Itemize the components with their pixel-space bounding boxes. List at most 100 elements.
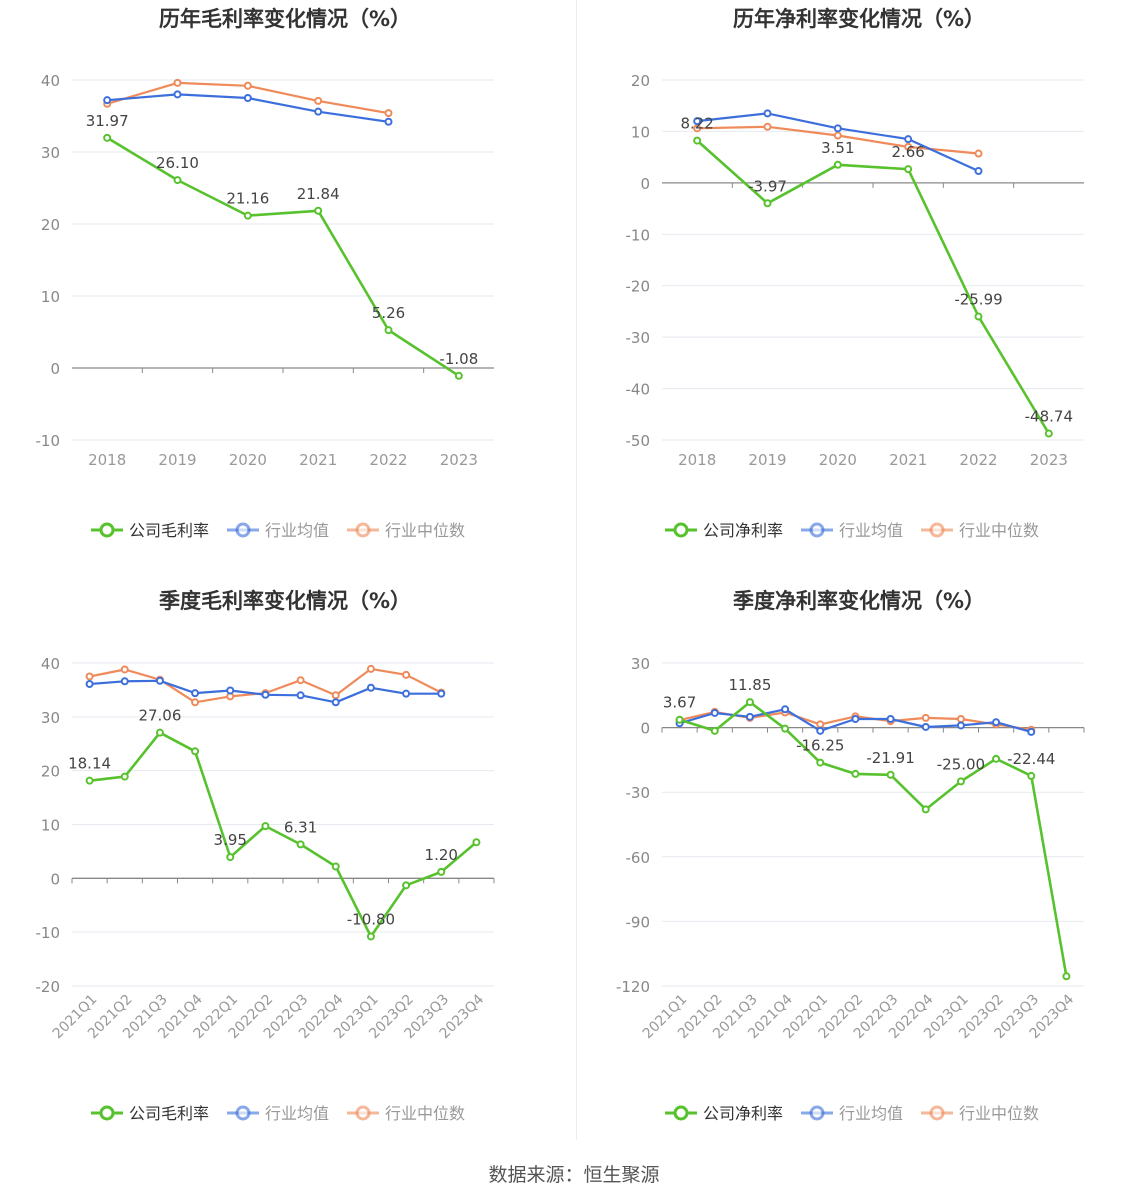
legend-item-avg[interactable]: 行业均值: [227, 521, 329, 540]
legend-item-avg[interactable]: 行业均值: [227, 1104, 329, 1123]
data-point-avg[interactable]: [120, 677, 129, 686]
data-point-median[interactable]: [921, 713, 930, 722]
data-point-median[interactable]: [974, 149, 983, 158]
data-point-company[interactable]: [191, 747, 200, 756]
data-point-median[interactable]: [85, 672, 94, 681]
legend-item-company[interactable]: 公司毛利率: [91, 521, 209, 540]
data-point-median[interactable]: [693, 124, 702, 133]
data-point-company[interactable]: [103, 133, 112, 142]
data-point-avg[interactable]: [173, 90, 182, 99]
data-point-company[interactable]: [710, 726, 719, 735]
data-point-company[interactable]: [366, 932, 375, 941]
data-point-avg[interactable]: [781, 705, 790, 714]
data-point-company[interactable]: [243, 211, 252, 220]
data-point-company[interactable]: [296, 840, 305, 849]
data-point-company[interactable]: [155, 728, 164, 737]
data-point-median[interactable]: [402, 670, 411, 679]
data-point-company[interactable]: [675, 715, 684, 724]
data-point-median[interactable]: [833, 131, 842, 140]
data-point-avg[interactable]: [103, 96, 112, 105]
data-point-avg[interactable]: [992, 718, 1001, 727]
data-point-avg[interactable]: [745, 712, 754, 721]
data-point-company[interactable]: [1062, 972, 1071, 981]
data-point-avg[interactable]: [402, 689, 411, 698]
data-point-avg[interactable]: [851, 714, 860, 723]
data-source-note: 数据来源：恒生聚源: [488, 1164, 660, 1186]
data-point-median[interactable]: [191, 698, 200, 707]
x-tick-label: 2018: [88, 451, 126, 469]
data-point-median[interactable]: [904, 142, 913, 151]
data-point-median[interactable]: [384, 109, 393, 118]
data-point-company[interactable]: [472, 838, 481, 847]
data-point-company[interactable]: [331, 862, 340, 871]
data-point-median[interactable]: [173, 78, 182, 87]
data-point-avg[interactable]: [155, 676, 164, 685]
data-point-company[interactable]: [85, 776, 94, 785]
data-point-company[interactable]: [974, 312, 983, 321]
data-point-avg[interactable]: [261, 690, 270, 699]
data-point-company[interactable]: [454, 371, 463, 380]
data-point-median[interactable]: [243, 81, 252, 90]
data-point-median[interactable]: [314, 96, 323, 105]
data-point-company[interactable]: [693, 136, 702, 145]
legend-item-median[interactable]: 行业中位数: [347, 1104, 465, 1123]
legend-item-median[interactable]: 行业中位数: [347, 521, 465, 540]
data-point-company[interactable]: [173, 176, 182, 185]
data-point-avg[interactable]: [226, 686, 235, 695]
legend-item-median[interactable]: 行业中位数: [921, 1104, 1039, 1123]
data-point-avg[interactable]: [886, 714, 895, 723]
data-point-company[interactable]: [120, 772, 129, 781]
data-point-company[interactable]: [1027, 771, 1036, 780]
legend-item-avg[interactable]: 行业均值: [801, 521, 903, 540]
data-point-avg[interactable]: [904, 135, 913, 144]
data-point-median[interactable]: [816, 720, 825, 729]
data-point-median[interactable]: [331, 691, 340, 700]
data-point-company[interactable]: [226, 853, 235, 862]
data-point-company[interactable]: [851, 769, 860, 778]
data-point-avg[interactable]: [816, 726, 825, 735]
data-point-company[interactable]: [1044, 429, 1053, 438]
data-point-company[interactable]: [833, 160, 842, 169]
legend-item-avg[interactable]: 行业均值: [801, 1104, 903, 1123]
data-point-median[interactable]: [956, 714, 965, 723]
data-point-company[interactable]: [745, 698, 754, 707]
data-point-company[interactable]: [886, 770, 895, 779]
data-point-avg[interactable]: [956, 721, 965, 730]
data-point-company[interactable]: [992, 754, 1001, 763]
data-point-company[interactable]: [816, 758, 825, 767]
data-point-avg[interactable]: [243, 94, 252, 102]
data-point-company[interactable]: [314, 206, 323, 215]
data-point-median[interactable]: [763, 122, 772, 131]
data-point-avg[interactable]: [921, 722, 930, 731]
data-point-avg[interactable]: [1027, 727, 1036, 736]
data-point-avg[interactable]: [331, 698, 340, 707]
legend-item-company[interactable]: 公司净利率: [665, 521, 783, 540]
data-point-company[interactable]: [904, 165, 913, 174]
data-point-avg[interactable]: [296, 691, 305, 700]
data-point-median[interactable]: [296, 676, 305, 685]
data-point-median[interactable]: [366, 664, 375, 673]
data-point-company[interactable]: [781, 724, 790, 733]
data-point-avg[interactable]: [833, 124, 842, 133]
data-point-company[interactable]: [261, 822, 270, 831]
data-point-avg[interactable]: [384, 117, 393, 126]
legend-item-company[interactable]: 公司毛利率: [91, 1104, 209, 1123]
data-point-avg[interactable]: [763, 109, 772, 118]
data-point-avg[interactable]: [437, 689, 446, 698]
data-point-avg[interactable]: [710, 708, 719, 717]
data-point-avg[interactable]: [314, 107, 323, 116]
data-point-avg[interactable]: [974, 167, 983, 176]
data-point-avg[interactable]: [366, 683, 375, 692]
data-point-company[interactable]: [437, 867, 446, 876]
data-point-company[interactable]: [921, 805, 930, 814]
data-point-median[interactable]: [120, 665, 129, 674]
data-point-avg[interactable]: [191, 689, 200, 698]
legend-item-median[interactable]: 行业中位数: [921, 521, 1039, 540]
data-point-company[interactable]: [956, 777, 965, 786]
data-point-company[interactable]: [763, 199, 772, 208]
data-point-company[interactable]: [384, 326, 393, 335]
data-point-company[interactable]: [402, 881, 411, 890]
data-point-avg[interactable]: [693, 117, 702, 126]
data-point-avg[interactable]: [85, 679, 94, 688]
legend-item-company[interactable]: 公司净利率: [665, 1104, 783, 1123]
